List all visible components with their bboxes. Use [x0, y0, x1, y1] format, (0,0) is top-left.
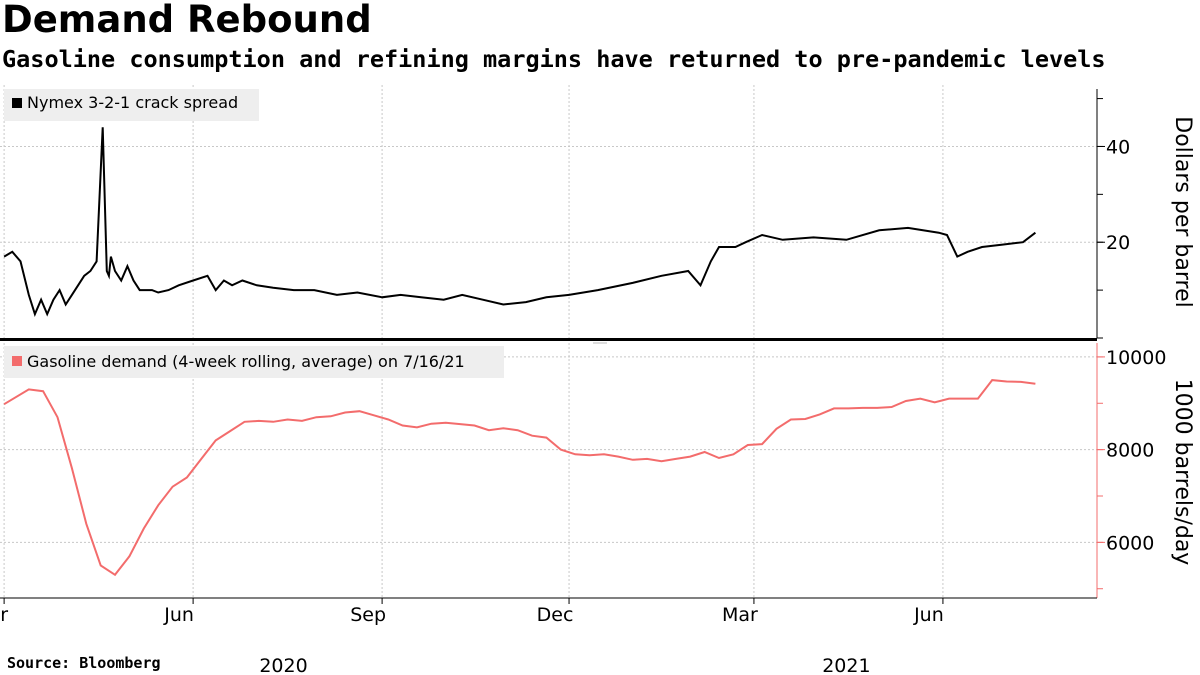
crack-ytick-label-1: 40 — [1106, 136, 1130, 158]
crack-legend-label: Nymex 3-2-1 crack spread — [27, 93, 238, 112]
demand-ytick-label-1: 8000 — [1106, 440, 1154, 462]
demand-ytick-label-0: 6000 — [1106, 532, 1154, 554]
crack-legend-box — [4, 89, 259, 121]
crack-legend-swatch — [12, 98, 22, 108]
x-tick-label-5: Jun — [913, 604, 944, 626]
demand-legend-swatch — [12, 356, 22, 366]
gasoline-demand-panel: Gasoline demand (4-week rolling, average… — [3, 343, 1195, 598]
demand-ytick-label-2: 10000 — [1106, 347, 1166, 369]
chart-title: Demand Rebound — [2, 0, 372, 41]
x-tick-label-3: Dec — [537, 604, 574, 626]
gridlines — [0, 85, 1097, 598]
crack-spread-panel: Nymex 3-2-1 crack spread 20 40 Dollars pe… — [3, 89, 1195, 339]
demand-legend-label: Gasoline demand (4-week rolling, average… — [27, 352, 465, 371]
x-tick-label-1: Jun — [163, 604, 194, 626]
x-tick-label-4: Mar — [722, 604, 758, 626]
crack-y-axis-label: Dollars per barrel — [1170, 116, 1195, 307]
gasoline-demand-line — [3, 379, 1036, 577]
chart-subtitle: Gasoline consumption and refining margin… — [2, 45, 1106, 73]
x-tick-label-0: Mar — [0, 604, 8, 626]
x-year-label-0: 2020 — [259, 655, 307, 675]
demand-y-axis-label: 1000 barrels/day — [1170, 379, 1195, 566]
source-note: Source: Bloomberg — [7, 654, 161, 672]
x-year-label-1: 2021 — [822, 655, 870, 675]
x-axis: Mar Jun Sep Dec Mar Jun 2020 2021 — [0, 597, 1097, 675]
crack-ytick-label-0: 20 — [1106, 232, 1130, 254]
demand-legend-box — [4, 346, 504, 378]
x-tick-label-2: Sep — [350, 604, 386, 626]
crack-spread-line — [3, 127, 1037, 317]
